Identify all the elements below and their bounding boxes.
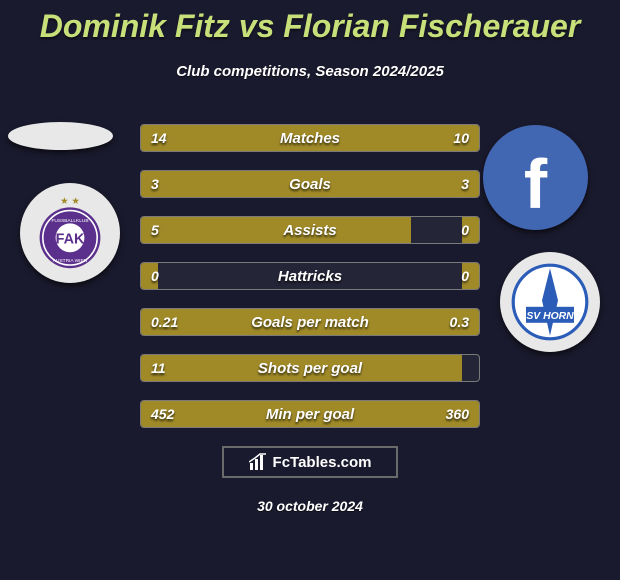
bar-label: Hattricks bbox=[141, 263, 479, 289]
bar-row: 50Assists bbox=[140, 216, 480, 244]
sv-horn-crest-icon: SV HORN bbox=[510, 262, 590, 342]
brand-box[interactable]: FcTables.com bbox=[222, 446, 398, 478]
bar-row: 00Hattricks bbox=[140, 262, 480, 290]
facebook-letter: f bbox=[524, 144, 547, 224]
comparison-bars: 1410Matches 33Goals 50Assists 00Hattricks 0.… bbox=[140, 124, 480, 446]
bar-label: Goals per match bbox=[141, 309, 479, 335]
chart-icon bbox=[249, 453, 267, 471]
svg-text:FAK: FAK bbox=[56, 231, 85, 247]
player-photo-placeholder-left bbox=[8, 122, 113, 150]
svg-text:AUSTRIA WIEN: AUSTRIA WIEN bbox=[53, 258, 88, 264]
club-badge-left: ★ ★ FAK FUSSBALLKLUB AUSTRIA WIEN bbox=[20, 183, 120, 283]
bar-row: 452360Min per goal bbox=[140, 400, 480, 428]
bar-row: 11Shots per goal bbox=[140, 354, 480, 382]
svg-text:FUSSBALLKLUB: FUSSBALLKLUB bbox=[51, 218, 88, 224]
club-badge-right: SV HORN bbox=[500, 252, 600, 352]
bar-row: 0.210.3Goals per match bbox=[140, 308, 480, 336]
subtitle: Club competitions, Season 2024/2025 bbox=[0, 63, 620, 80]
page-title: Dominik Fitz vs Florian Fischerauer bbox=[0, 0, 620, 45]
bar-label: Assists bbox=[141, 217, 479, 243]
brand-label: FcTables.com bbox=[273, 454, 372, 471]
bar-label: Shots per goal bbox=[141, 355, 479, 381]
bar-label: Goals bbox=[141, 171, 479, 197]
bar-label: Min per goal bbox=[141, 401, 479, 427]
austria-wien-crest-icon: ★ ★ FAK FUSSBALLKLUB AUSTRIA WIEN bbox=[30, 193, 110, 273]
bar-label: Matches bbox=[141, 125, 479, 151]
bar-row: 1410Matches bbox=[140, 124, 480, 152]
date-label: 30 october 2024 bbox=[0, 498, 620, 514]
bar-row: 33Goals bbox=[140, 170, 480, 198]
facebook-share-icon[interactable]: f bbox=[483, 125, 588, 230]
crest-stars: ★ ★ bbox=[60, 196, 80, 207]
svg-text:SV HORN: SV HORN bbox=[526, 311, 574, 322]
